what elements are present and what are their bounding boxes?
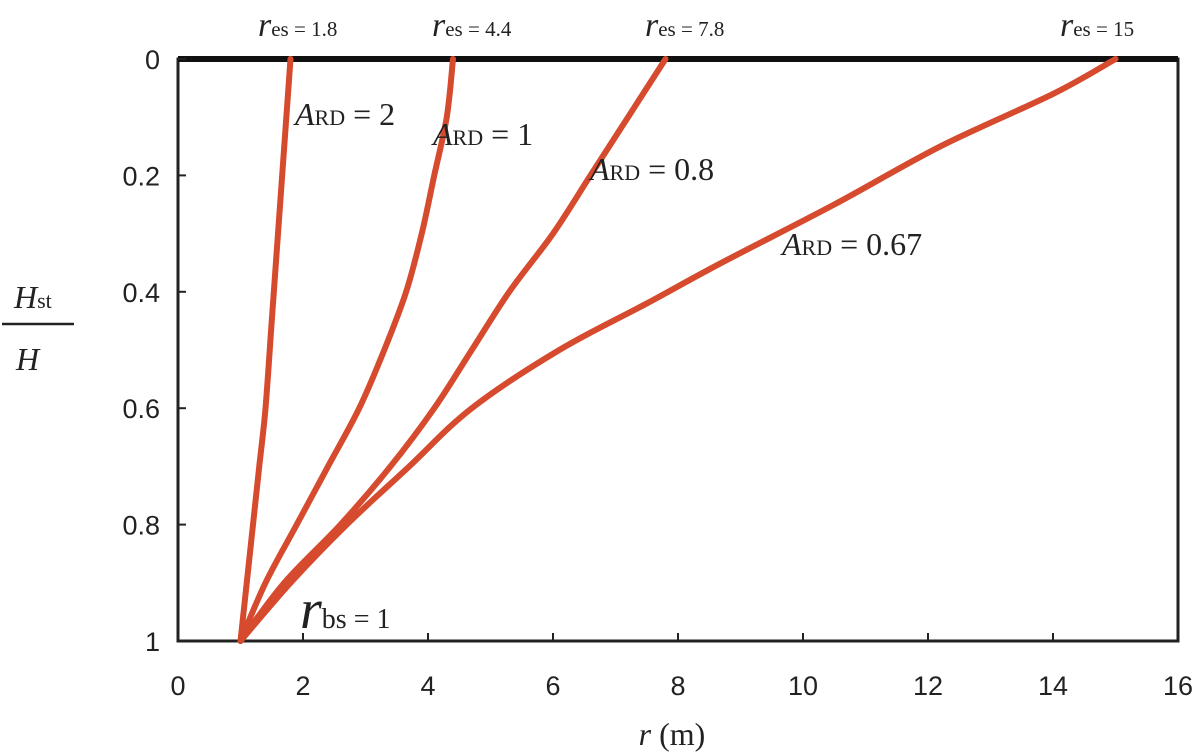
x-tick-label-1: 2 (295, 671, 310, 701)
res-label-2: res = 4.4 (432, 7, 512, 44)
series-line-1 (237, 56, 294, 644)
series-line-3 (237, 56, 669, 644)
y-tick-label-3: 0.6 (122, 394, 160, 424)
ard-label-3: ARD = 0.8 (588, 151, 714, 187)
x-tick-label-0: 0 (170, 671, 185, 701)
y-tick-label-1: 0.2 (122, 161, 160, 191)
y-axis-label-denominator: H (15, 341, 41, 377)
plot-area (176, 56, 1180, 643)
x-axis-ticks: 0 2 4 6 8 10 12 14 16 (170, 633, 1193, 701)
series-labels: res = 1.8 res = 4.4 res = 7.8 res = 15 A… (258, 7, 1134, 641)
y-tick-label-4: 0.8 (122, 511, 160, 541)
y-axis-ticks: 0 0.2 0.4 0.6 0.8 1 (122, 45, 186, 657)
ard-label-1: ARD = 2 (293, 96, 395, 132)
y-axis-label: Hst H (2, 279, 74, 377)
y-tick-label-2: 0.4 (122, 278, 160, 308)
y-tick-label-0: 0 (145, 45, 160, 75)
x-tick-label-4: 8 (670, 671, 685, 701)
x-tick-label-5: 10 (788, 671, 818, 701)
res-label-4: res = 15 (1060, 7, 1134, 44)
ard-label-2: ARD = 1 (431, 116, 533, 152)
x-tick-label-3: 6 (545, 671, 560, 701)
res-label-1: res = 1.8 (258, 7, 337, 44)
x-tick-label-8: 16 (1163, 671, 1193, 701)
res-label-3: res = 7.8 (645, 7, 724, 44)
x-axis-label: r (m) (639, 716, 706, 752)
rbs-label: rbs = 1 (300, 579, 391, 641)
y-axis-label-numerator: Hst (13, 279, 52, 315)
x-tick-label-7: 14 (1038, 671, 1068, 701)
series-line-2 (237, 56, 456, 644)
y-tick-label-5: 1 (145, 627, 160, 657)
series-line-4 (237, 56, 1119, 644)
plot-frame (176, 57, 1180, 643)
ard-label-4: ARD = 0.67 (780, 226, 922, 262)
series-lines (237, 56, 1119, 644)
x-tick-label-6: 12 (913, 671, 943, 701)
x-tick-label-2: 4 (420, 671, 435, 701)
